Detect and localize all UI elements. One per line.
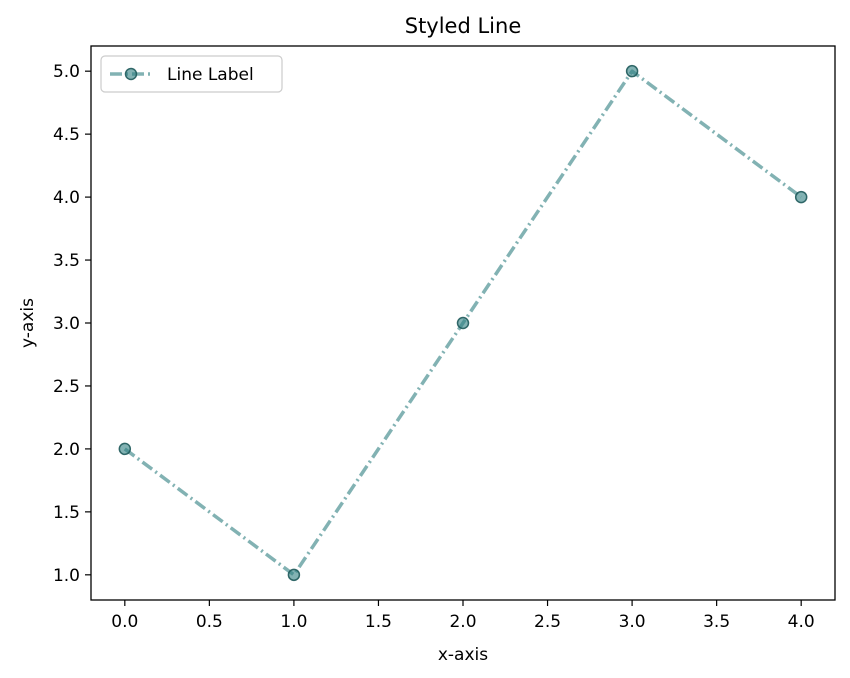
y-tick-label: 5.0 (53, 62, 80, 82)
x-tick-label: 1.0 (280, 612, 307, 632)
x-tick-label: 2.0 (449, 612, 476, 632)
plot-area-frame (90, 45, 836, 601)
y-tick-label: 3.0 (53, 314, 80, 334)
legend-label: Line Label (167, 65, 254, 85)
data-point (625, 64, 639, 78)
y-tick-label: 1.5 (53, 503, 80, 523)
x-tick-label: 3.0 (619, 612, 646, 632)
x-tick-label: 0.5 (196, 612, 223, 632)
legend-marker (124, 67, 138, 81)
series-layer (118, 64, 808, 582)
data-point (794, 190, 808, 204)
y-tick-label: 4.0 (53, 188, 80, 208)
x-tick-label: 1.5 (365, 612, 392, 632)
y-tick-label: 2.5 (53, 377, 80, 397)
y-tick-label: 2.0 (53, 440, 80, 460)
x-tick-label: 2.5 (534, 612, 561, 632)
legend: Line Label (100, 55, 283, 93)
x-axis-label: x-axis (438, 645, 488, 665)
data-point (456, 316, 470, 330)
y-tick-label: 4.5 (53, 125, 80, 145)
y-axis-label: y-axis (18, 298, 38, 348)
x-tick-label: 4.0 (788, 612, 815, 632)
y-axis-ticks: 1.0 1.5 2.0 2.5 3.0 3.5 4.0 4.5 5.0 (53, 62, 91, 586)
x-tick-label: 0.0 (111, 612, 138, 632)
chart-title: Styled Line (405, 14, 522, 38)
y-tick-label: 3.5 (53, 251, 80, 271)
x-tick-label: 3.5 (703, 612, 730, 632)
data-point (118, 442, 132, 456)
y-tick-label: 1.0 (53, 566, 80, 586)
legend-frame (100, 55, 283, 93)
x-axis-ticks: 0.0 0.5 1.0 1.5 2.0 2.5 3.0 3.5 4.0 (111, 600, 815, 632)
data-point (287, 568, 301, 582)
